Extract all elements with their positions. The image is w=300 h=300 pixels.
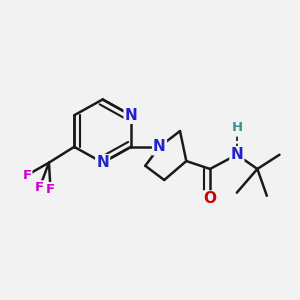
Text: N: N: [153, 139, 166, 154]
Text: F: F: [35, 182, 44, 194]
Text: N: N: [96, 155, 109, 170]
Text: O: O: [203, 191, 217, 206]
Text: H: H: [231, 122, 242, 134]
Text: F: F: [22, 169, 32, 182]
Text: F: F: [46, 183, 55, 196]
Text: N: N: [230, 147, 243, 162]
Text: N: N: [125, 108, 137, 123]
